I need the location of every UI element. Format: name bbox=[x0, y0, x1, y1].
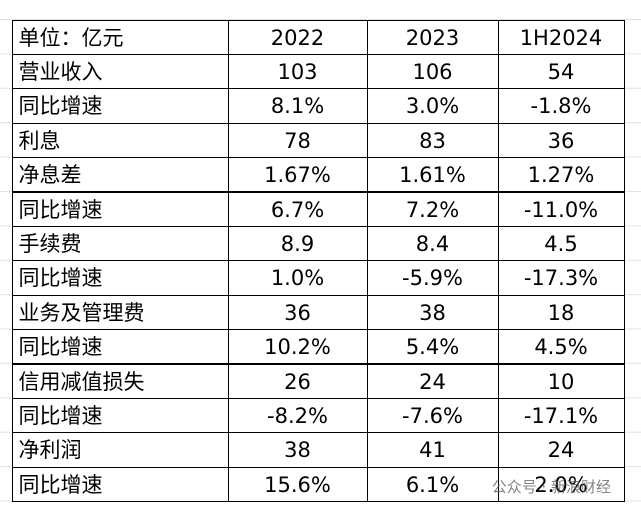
data-cell: 4.5% bbox=[497, 329, 625, 365]
data-cell: 106 bbox=[366, 53, 499, 90]
data-cell: 36 bbox=[497, 122, 625, 159]
watermark: 公众号 · 新浪财经 bbox=[491, 478, 611, 496]
data-cell: -17.3% bbox=[497, 260, 625, 296]
row-label: 利息 bbox=[11, 122, 229, 159]
data-cell: 3.0% bbox=[366, 88, 499, 124]
data-cell: -7.6% bbox=[366, 397, 499, 434]
data-cell: 24 bbox=[497, 432, 625, 468]
row-label: 净息差 bbox=[11, 157, 229, 193]
data-cell: 103 bbox=[227, 53, 368, 90]
data-cell: -11.0% bbox=[497, 191, 625, 227]
data-cell: 78 bbox=[227, 122, 368, 159]
data-cell: 6.7% bbox=[227, 191, 368, 227]
data-cell: 38 bbox=[227, 432, 368, 468]
data-cell: -1.8% bbox=[497, 88, 625, 124]
data-cell: 38 bbox=[366, 294, 499, 331]
data-cell: 1.61% bbox=[366, 157, 499, 193]
data-cell: 10 bbox=[497, 363, 625, 399]
row-label: 营业收入 bbox=[11, 53, 229, 90]
row-label: 信用减值损失 bbox=[11, 363, 229, 399]
data-cell: 10.2% bbox=[227, 329, 368, 365]
row-label: 净利润 bbox=[11, 432, 229, 468]
data-cell: 15.6% bbox=[227, 466, 368, 503]
header-cell: 单位：亿元 bbox=[11, 19, 229, 55]
header-cell: 2022 bbox=[227, 19, 368, 55]
data-cell: 18 bbox=[497, 294, 625, 331]
header-cell: 1H2024 bbox=[497, 19, 625, 55]
data-cell: 83 bbox=[366, 122, 499, 159]
row-label: 同比增速 bbox=[11, 329, 229, 365]
data-cell: 8.1% bbox=[227, 88, 368, 124]
data-cell: 1.0% bbox=[227, 260, 368, 296]
row-label: 同比增速 bbox=[11, 260, 229, 296]
data-cell: 8.9 bbox=[227, 225, 368, 262]
row-label: 手续费 bbox=[11, 225, 229, 262]
data-cell: 5.4% bbox=[366, 329, 499, 365]
data-cell: 4.5 bbox=[497, 225, 625, 262]
row-label: 同比增速 bbox=[11, 191, 229, 227]
data-cell: 2.0% bbox=[497, 466, 625, 503]
row-label: 同比增速 bbox=[11, 88, 229, 124]
data-cell: 41 bbox=[366, 432, 499, 468]
data-cell: 36 bbox=[227, 294, 368, 331]
row-label: 业务及管理费 bbox=[11, 294, 229, 331]
row-label: 同比增速 bbox=[11, 466, 229, 503]
data-cell: -5.9% bbox=[366, 260, 499, 296]
row-label: 同比增速 bbox=[11, 397, 229, 434]
data-cell: 6.1% bbox=[366, 466, 499, 503]
data-cell: 26 bbox=[227, 363, 368, 399]
header-cell: 2023 bbox=[366, 19, 499, 55]
data-cell: 1.27% bbox=[497, 157, 625, 193]
data-cell: -17.1% bbox=[497, 397, 625, 434]
data-cell: 8.4 bbox=[366, 225, 499, 262]
data-cell: 1.67% bbox=[227, 157, 368, 193]
data-cell: 7.2% bbox=[366, 191, 499, 227]
data-cell: -8.2% bbox=[227, 397, 368, 434]
data-cell: 24 bbox=[366, 363, 499, 399]
data-cell: 54 bbox=[497, 53, 625, 90]
